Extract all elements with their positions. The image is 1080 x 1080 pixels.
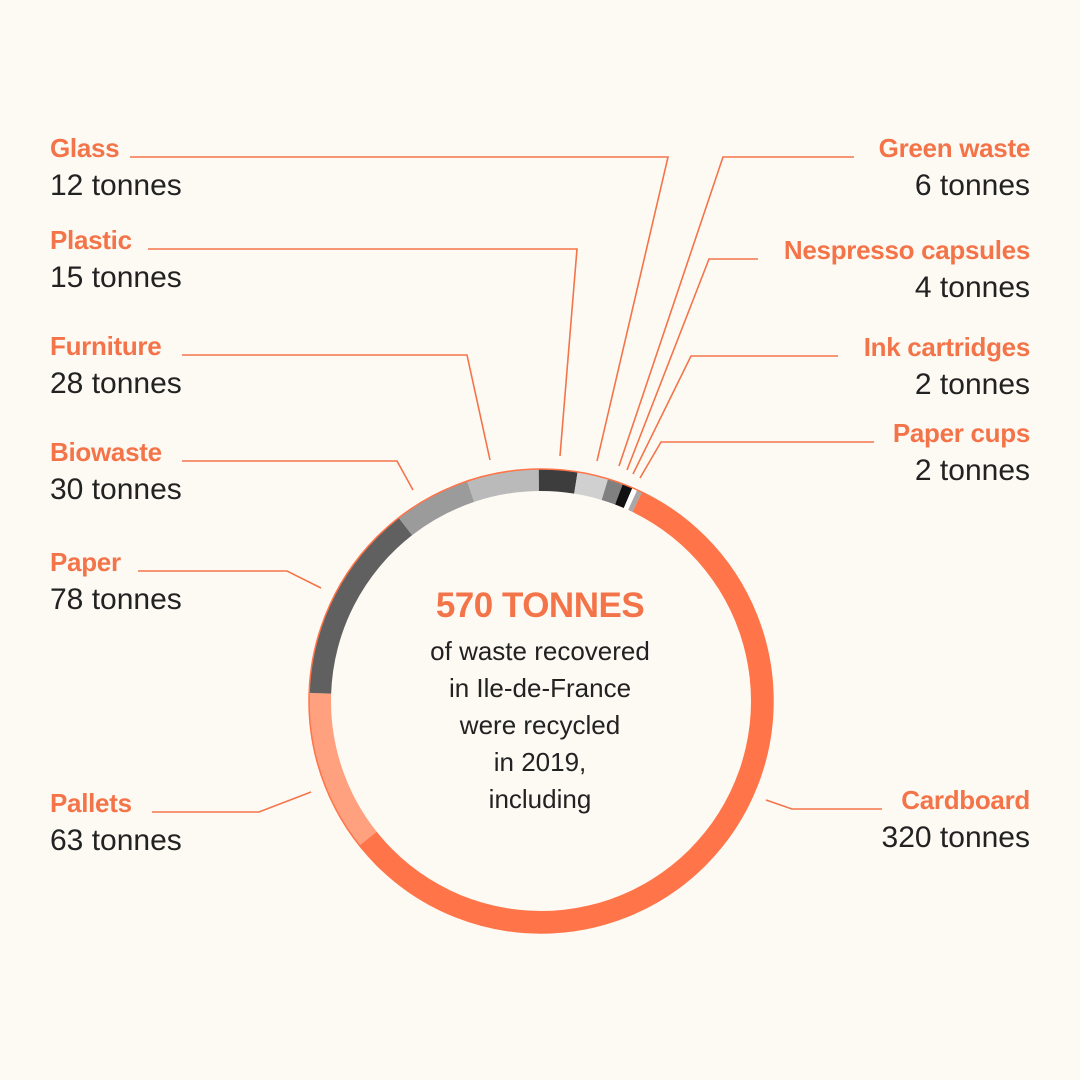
slice-biowaste: [398, 481, 475, 536]
label-value: 6 tonnes: [914, 169, 1030, 202]
slice-ink-cartridges: [623, 487, 638, 510]
label-value: 78 tonnes: [50, 583, 182, 616]
label-name: Paper: [50, 547, 121, 577]
slice-nespresso-capsules: [615, 483, 633, 509]
center-description: of waste recovered in Ile-de-France were…: [390, 633, 690, 818]
label-value: 2 tonnes: [914, 454, 1030, 487]
slice-pallets: [308, 692, 377, 846]
label-pallets: Pallets 63 tonnes: [50, 790, 182, 856]
center-caption: 570 TONNES of waste recovered in Ile-de-…: [390, 588, 690, 818]
center-line: including: [488, 784, 592, 814]
label-furniture: Furniture 28 tonnes: [50, 333, 182, 399]
center-line: were recycled: [459, 710, 621, 740]
label-value: 320 tonnes: [881, 821, 1030, 854]
label-value: 15 tonnes: [50, 261, 182, 294]
center-line: in 2019,: [493, 747, 587, 777]
slice-furniture: [467, 469, 539, 502]
leader-line-glass: [130, 156, 670, 462]
label-name: Green waste: [878, 133, 1031, 163]
label-name: Biowaste: [50, 437, 162, 467]
label-value: 4 tonnes: [914, 271, 1030, 304]
leader-line-furniture: [182, 354, 491, 461]
label-name: Paper cups: [892, 418, 1030, 448]
leader-line-cardboard: [765, 799, 882, 810]
label-value: 28 tonnes: [50, 367, 182, 400]
label-cardboard: Cardboard 320 tonnes: [881, 785, 1031, 854]
center-line: of waste recovered: [430, 636, 650, 666]
center-line: in Ile-de-France: [448, 673, 632, 703]
label-nespresso-capsules: Nespresso capsules 4 tonnes: [784, 237, 1030, 303]
slice-green-waste: [601, 478, 623, 505]
label-value: 2 tonnes: [914, 368, 1030, 401]
slice-paper-cups: [628, 489, 642, 512]
label-name: Cardboard: [901, 785, 1030, 815]
total-value: 570 TONNES: [435, 586, 645, 625]
leader-line-paper: [138, 570, 322, 589]
label-name: Nespresso capsules: [783, 235, 1030, 265]
label-biowaste: Biowaste 30 tonnes: [50, 439, 182, 505]
leader-line-pallets: [152, 791, 312, 813]
label-name: Ink cartridges: [863, 332, 1031, 362]
leader-line-nespresso-capsules: [626, 258, 758, 471]
label-value: 63 tonnes: [50, 824, 182, 857]
leader-lines: [130, 156, 882, 813]
slice-paper: [309, 517, 413, 694]
leader-line-green-waste: [618, 156, 854, 467]
leader-line-plastic: [148, 248, 578, 457]
label-name: Plastic: [50, 225, 132, 255]
label-ink-cartridges: Ink cartridges 2 tonnes: [863, 332, 1031, 401]
label-paper-cups: Paper cups 2 tonnes: [893, 420, 1030, 486]
label-value: 12 tonnes: [50, 169, 182, 202]
label-plastic: Plastic 15 tonnes: [50, 227, 182, 293]
label-green-waste: Green waste 6 tonnes: [878, 133, 1031, 202]
ring-outline: [308, 468, 774, 934]
slice-plastic: [538, 469, 578, 494]
label-name: Furniture: [50, 331, 162, 361]
slice-glass: [574, 471, 609, 500]
donut-slices: [308, 468, 774, 934]
label-glass: Glass 12 tonnes: [50, 135, 182, 201]
label-name: Glass: [50, 133, 120, 163]
leader-line-paper-cups: [639, 441, 874, 479]
leader-line-biowaste: [182, 460, 414, 491]
leader-line-ink-cartridges: [632, 355, 838, 475]
label-name: Pallets: [50, 788, 132, 818]
label-paper: Paper 78 tonnes: [50, 549, 182, 615]
label-value: 30 tonnes: [50, 473, 182, 506]
